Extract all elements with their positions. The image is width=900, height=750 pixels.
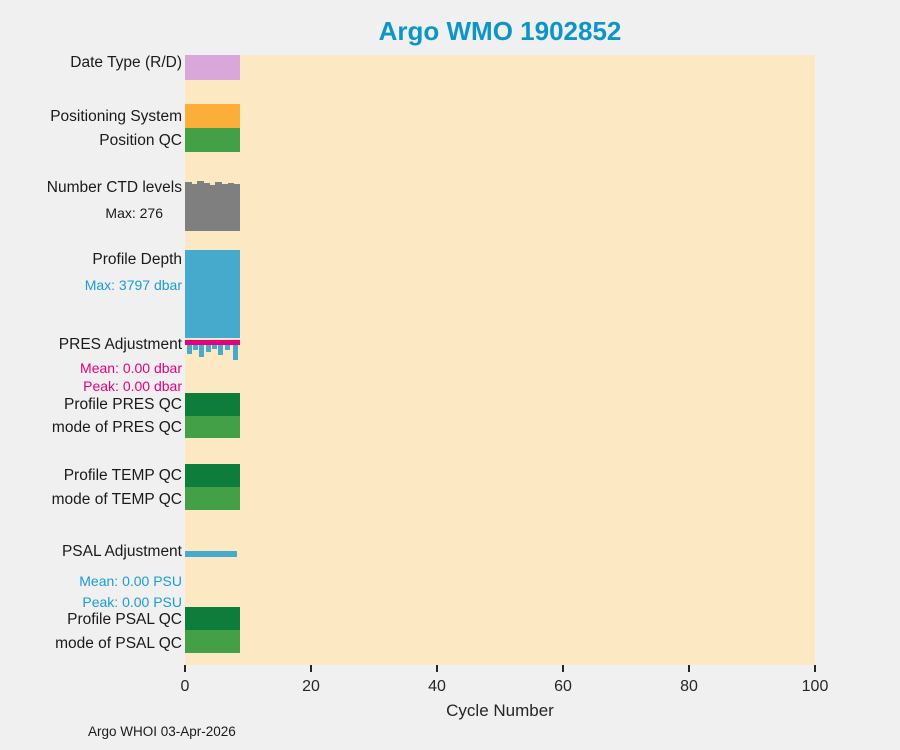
bar-number-ctd-levels-band-notch <box>233 184 241 185</box>
bar-pres-adjustment-spread <box>186 345 192 354</box>
x-tick-label: 100 <box>801 678 829 695</box>
x-tick-label: 0 <box>180 678 190 695</box>
bar-profile-psal-qc-band <box>185 607 240 630</box>
bar-date-type-band <box>185 55 240 80</box>
bar-pres-adjustment-spread <box>199 345 205 357</box>
bar-pres-adjustment-spread <box>232 345 238 360</box>
bar-number-ctd-levels-band-notch <box>191 184 198 185</box>
annotation-psal-peak: Peak: 0.00 PSU <box>82 594 182 610</box>
row-label-mode-psal-qc: mode of PSAL QC <box>55 635 182 652</box>
row-label-mode-temp-qc: mode of TEMP QC <box>51 491 182 508</box>
row-label-positioning: Positioning System <box>50 108 182 125</box>
bar-positioning-system-band <box>185 104 240 128</box>
bar-number-ctd-levels-band <box>185 185 240 231</box>
row-label-profile-temp-qc: Profile TEMP QC <box>63 467 182 484</box>
x-tick-mark <box>436 665 438 672</box>
bar-pres-adjustment-spread <box>211 345 217 349</box>
bar-position-qc-band <box>185 128 240 152</box>
x-tick-label: 80 <box>680 678 698 695</box>
bar-number-ctd-levels-band-notch <box>227 183 235 185</box>
bar-number-ctd-levels-band-notch <box>185 182 192 185</box>
annotation-pres-mean: Mean: 0.00 dbar <box>80 360 182 376</box>
annotation-ctd-max: Max: 276 <box>105 205 163 221</box>
chart-title: Argo WMO 1902852 <box>378 16 622 46</box>
bar-psal-adjustment-band <box>185 551 237 557</box>
x-tick-label: 60 <box>554 678 572 695</box>
row-label-profile-psal-qc: Profile PSAL QC <box>67 611 182 628</box>
row-label-pres-adj: PRES Adjustment <box>58 336 182 353</box>
x-tick-mark <box>562 665 564 672</box>
bar-number-ctd-levels-band-notch <box>197 181 204 185</box>
bar-pres-adjustment-spread <box>218 345 224 355</box>
bar-profile-depth-band <box>185 250 240 338</box>
bar-profile-temp-qc-band <box>185 464 240 487</box>
annotation-psal-mean: Mean: 0.00 PSU <box>79 573 182 589</box>
bar-pres-adjustment-spread <box>205 345 211 352</box>
footer-attribution: Argo WHOI 03-Apr-2026 <box>88 724 236 739</box>
row-label-mode-pres-qc: mode of PRES QC <box>51 419 182 436</box>
x-tick-mark <box>814 665 816 672</box>
annotation-pres-peak: Peak: 0.00 dbar <box>83 378 182 394</box>
row-label-profile-depth: Profile Depth <box>92 251 182 268</box>
bar-mode-of-temp-qc-band <box>185 487 240 510</box>
x-tick-label: 20 <box>302 678 320 695</box>
bar-number-ctd-levels-band-notch <box>221 184 229 185</box>
bar-profile-pres-qc-band <box>185 393 240 416</box>
bar-number-ctd-levels-band-notch <box>215 182 223 185</box>
bar-pres-adjustment-spread <box>193 345 199 350</box>
row-label-ctd-levels: Number CTD levels <box>46 179 182 196</box>
row-label-date-type: Date Type (R/D) <box>70 54 182 71</box>
bar-pres-adjustment-mean-line <box>185 340 240 345</box>
bar-pres-adjustment-spread <box>224 345 230 350</box>
row-label-position-qc: Position QC <box>99 132 182 149</box>
x-tick-label: 40 <box>428 678 446 695</box>
x-axis-label: Cycle Number <box>446 701 554 720</box>
x-tick-mark <box>688 665 690 672</box>
x-tick-mark <box>310 665 312 672</box>
bar-mode-of-psal-qc-band <box>185 630 240 653</box>
x-tick-mark <box>184 665 186 672</box>
bar-mode-of-pres-qc-band <box>185 416 240 438</box>
plot-area <box>185 55 815 665</box>
row-label-profile-pres-qc: Profile PRES QC <box>63 396 182 413</box>
annotation-depth-max: Max: 3797 dbar <box>84 277 182 293</box>
bar-number-ctd-levels-band-notch <box>203 183 210 185</box>
row-label-psal-adj: PSAL Adjustment <box>61 543 182 560</box>
